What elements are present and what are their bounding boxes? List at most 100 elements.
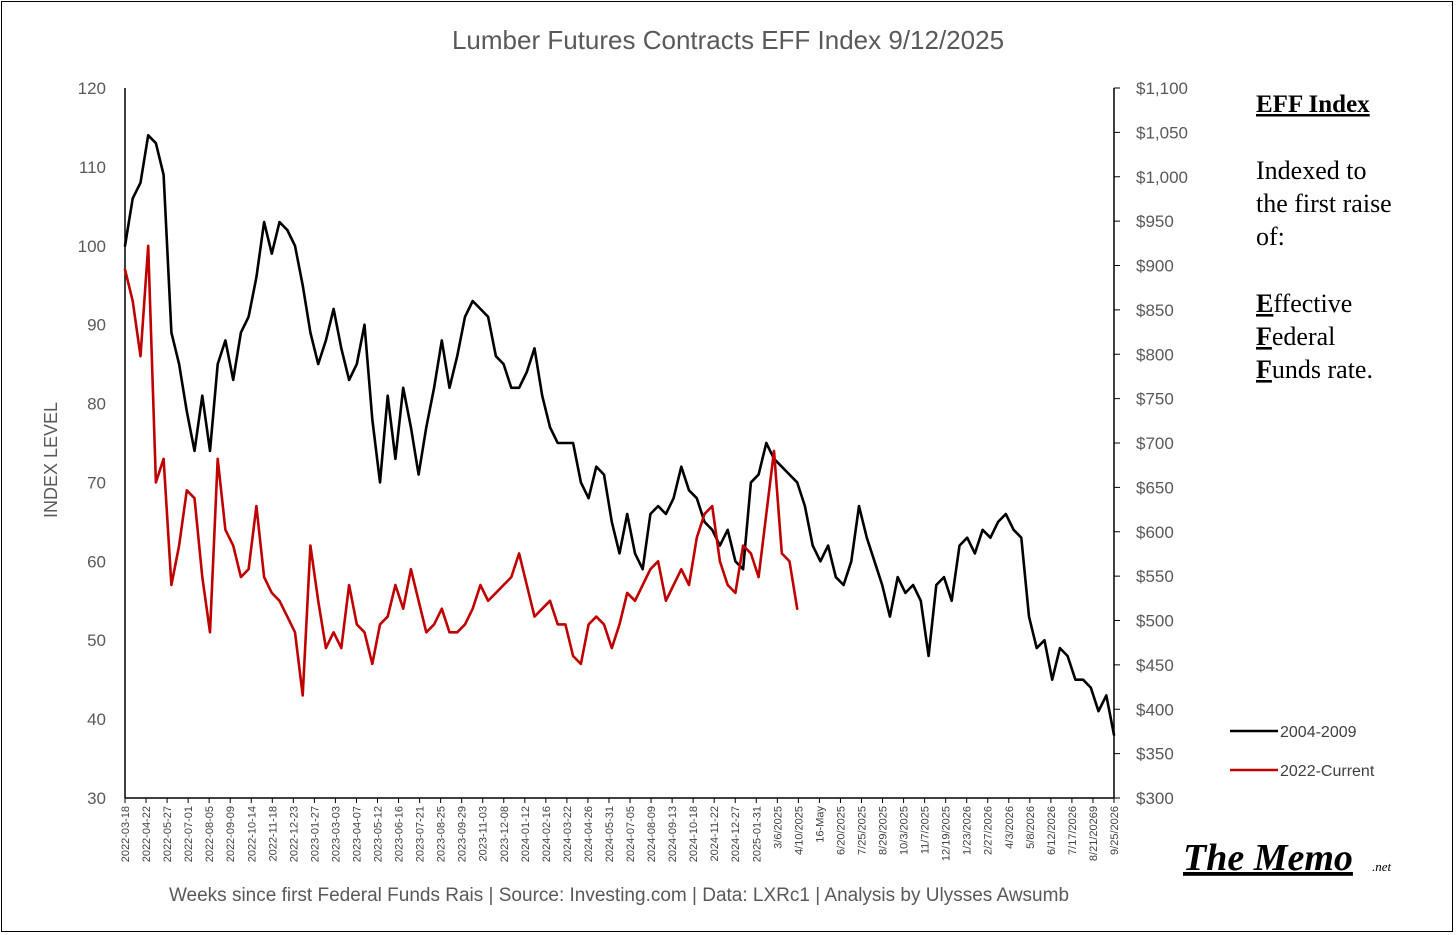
x-tick-label: 2024-02-16: [541, 806, 553, 862]
x-tick-label: 2024-08-09: [646, 806, 658, 862]
y-tick-label: 30: [87, 789, 106, 808]
x-tick-label: 3/6/2025: [772, 806, 784, 849]
y2-tick-label: $950: [1136, 212, 1174, 231]
side-note-heading: EFF Index: [1256, 91, 1370, 118]
x-tick-label: 5/8/2026: [1025, 806, 1037, 849]
x-tick-label: 2/27/2026: [983, 806, 995, 855]
y2-tick-label: $700: [1136, 434, 1174, 453]
x-tick-label: 2022-03-18: [120, 806, 132, 862]
side-note-federal-rest: ederal: [1272, 322, 1336, 351]
series-line-2004-2009: [123, 134, 1116, 737]
y-tick-label: 100: [78, 237, 106, 256]
y2-tick-label: $450: [1136, 656, 1174, 675]
y2-tick-label: $750: [1136, 390, 1174, 409]
x-tick-label: 2022-09-09: [225, 806, 237, 862]
y2-tick-label: $1,050: [1136, 123, 1188, 142]
x-tick-label: 2023-06-16: [394, 806, 406, 862]
x-tick-label: 1/23/2026: [962, 806, 974, 855]
y2-tick-label: $1,000: [1136, 168, 1188, 187]
x-tick-label: 2022-05-27: [162, 806, 174, 862]
y2-tick-label: $550: [1136, 567, 1174, 586]
side-note-line-1: Indexed to: [1256, 156, 1366, 185]
y2-tick-label: $350: [1136, 745, 1174, 764]
plot-area: [124, 88, 1115, 799]
y-tick-label: 40: [87, 710, 106, 729]
x-tick-label: 7/17/2026: [1067, 806, 1079, 855]
x-tick-label: 2023-01-27: [309, 806, 321, 862]
x-tick-label: 2022-12-23: [288, 806, 300, 862]
x-tick-label: 6/12/2026: [1046, 806, 1058, 855]
brand-logo: The Memo .net: [1183, 837, 1392, 879]
x-tick-label: 2023-04-07: [351, 806, 363, 862]
x-tick-label: 8/21/20269: [1088, 806, 1100, 861]
x-tick-label: 2022-10-14: [246, 806, 258, 862]
side-note-letter-f2: F: [1256, 355, 1272, 384]
x-tick-label: 9/25/2026: [1109, 806, 1121, 855]
side-note-federal: Federal: [1256, 322, 1335, 351]
y-tick-label: 70: [87, 473, 106, 492]
x-tick-label: 10/3/2025: [899, 806, 911, 855]
y2-tick-label: $300: [1136, 789, 1174, 808]
x-tick-label: 2024-01-12: [520, 806, 532, 862]
x-tick-label: 2024-11-22: [709, 806, 721, 861]
x-tick-label: 16-May: [814, 806, 826, 843]
y2-tick-label: $650: [1136, 478, 1174, 497]
x-tick-label: 2023-08-25: [436, 806, 448, 862]
x-tick-label: 12/19/2025: [941, 806, 953, 861]
side-note-line-3: of:: [1256, 222, 1285, 251]
side-note-effective: Effective: [1256, 289, 1352, 318]
x-tick-label: 4/10/2025: [793, 806, 805, 855]
y-axis-label: INDEX LEVEL: [41, 402, 61, 518]
x-tick-label: 2022-11-18: [267, 806, 279, 861]
x-tick-label: 2023-09-29: [457, 806, 469, 862]
x-tick-label: 2024-12-27: [730, 806, 742, 862]
y2-tick-label: $800: [1136, 345, 1174, 364]
x-tick-label: 2023-03-03: [330, 806, 342, 862]
side-note-line-2: the first raise: [1256, 189, 1392, 218]
x-tick-label: 7/25/2025: [856, 806, 868, 855]
x-tick-label: 2023-05-12: [373, 806, 385, 862]
x-tick-label: 8/29/2025: [878, 806, 890, 855]
series-line-2022-current: [123, 244, 799, 697]
y-axis-right: $1,100 $1,050 $1,000 $950 $900 $850 $800 $750 $7…: [1114, 79, 1188, 808]
x-tick-label: 2022-08-05: [204, 806, 216, 862]
side-note-funds: Funds rate.: [1256, 355, 1373, 384]
x-tick-label: 2024-05-31: [604, 806, 616, 862]
brand-suffix: .net: [1372, 859, 1392, 874]
y2-tick-label: $850: [1136, 301, 1174, 320]
side-note-funds-rest: unds rate.: [1272, 355, 1373, 384]
side-note-letter-e: E: [1256, 289, 1273, 318]
y-tick-label: 90: [87, 316, 106, 335]
x-tick-label: 2023-12-08: [499, 806, 511, 862]
x-axis-label: Weeks since first Federal Funds Rais | S…: [169, 885, 1069, 906]
side-note-letter-f1: F: [1256, 322, 1272, 351]
y-tick-label: 110: [79, 158, 106, 177]
y-tick-label: 50: [87, 631, 106, 650]
y-axis-left: 120 110 100 90 80 70 60 50 40 30: [78, 79, 106, 808]
x-tick-label: 4/3/2026: [1004, 806, 1016, 849]
x-axis: 2022-03-18 2022-04-22 2022-05-27 2022-07-01…: [120, 798, 1121, 862]
legend-label-2004-2009: 2004-2009: [1280, 724, 1357, 741]
x-tick-label: 2025-01-31: [751, 806, 763, 862]
x-tick-label: 2023-07-21: [415, 806, 427, 862]
x-tick-label: 2023-11-03: [478, 806, 490, 861]
brand-name: The Memo: [1183, 837, 1353, 879]
x-tick-label: 11/7/2025: [920, 806, 932, 854]
y-tick-label: 120: [78, 79, 106, 98]
y-tick-label: 60: [87, 552, 106, 571]
y2-tick-label: $1,100: [1136, 79, 1188, 98]
x-tick-label: 2024-07-05: [625, 806, 637, 862]
y2-tick-label: $400: [1136, 700, 1174, 719]
side-note: EFF Index Indexed to the first raise of:…: [1256, 91, 1392, 384]
legend-label-2022-current: 2022-Current: [1280, 763, 1375, 780]
x-tick-label: 2024-04-26: [583, 806, 595, 862]
x-tick-label: 2022-04-22: [141, 806, 153, 862]
y-tick-label: 80: [87, 395, 106, 414]
x-tick-label: 2022-07-01: [183, 806, 195, 862]
side-note-effective-rest: ffective: [1273, 289, 1352, 318]
y2-tick-label: $500: [1136, 612, 1174, 631]
x-tick-label: 2024-10-18: [688, 806, 700, 862]
x-tick-label: 2024-09-13: [667, 806, 679, 862]
x-tick-label: 6/20/2025: [835, 806, 847, 855]
